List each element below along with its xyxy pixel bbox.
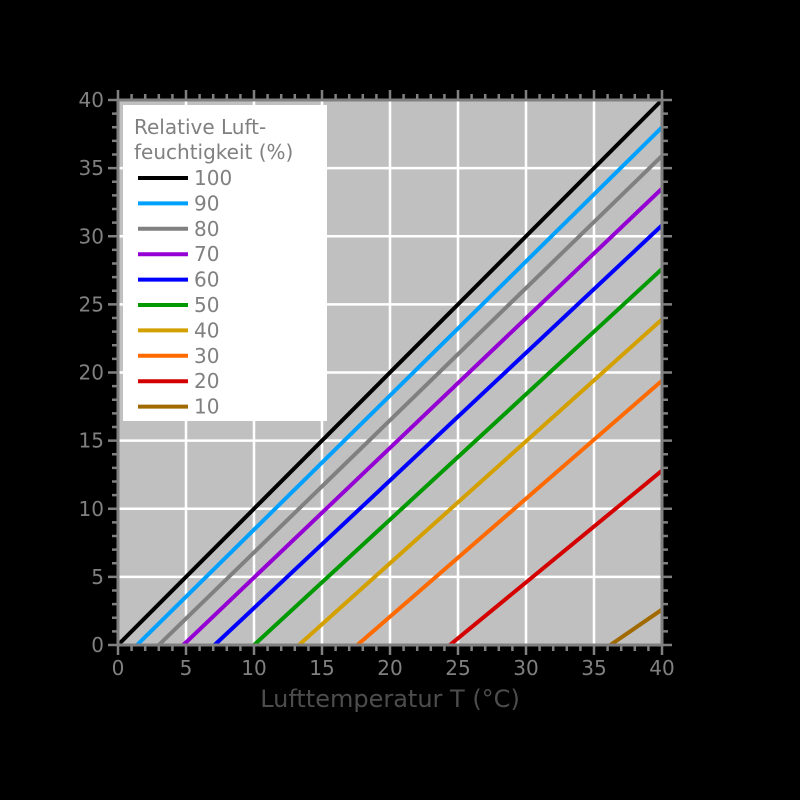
x-axis-title: Lufttemperatur T (°C)	[260, 685, 520, 713]
x-tick-label: 30	[513, 656, 538, 680]
x-tick-label: 25	[445, 656, 470, 680]
series-line-30	[356, 379, 664, 647]
series-line-80	[157, 154, 664, 647]
x-tick-label: 5	[180, 656, 193, 680]
series-line-60	[213, 223, 664, 647]
legend-title: feuchtigkeit (%)	[134, 140, 293, 164]
legend-label: 90	[194, 191, 219, 215]
series-line-100	[116, 98, 664, 647]
y-tick-label: 5	[91, 565, 104, 589]
series-line-70	[181, 187, 664, 647]
legend-label: 10	[194, 395, 219, 419]
legend-label: 70	[194, 242, 219, 266]
legend-label: 50	[194, 293, 219, 317]
x-axis-tick-labels: 0 5 10 15 20 25 30 35 40	[112, 656, 675, 680]
x-tick-label: 10	[241, 656, 266, 680]
series-line-50	[252, 267, 664, 647]
series-line-20	[448, 469, 664, 647]
series-line-10	[609, 607, 664, 647]
x-tick-label: 0	[112, 656, 125, 680]
series-line-90	[135, 125, 664, 647]
legend-label: 100	[194, 166, 232, 190]
y-tick-label: 30	[79, 224, 104, 248]
legend-label: 40	[194, 318, 219, 342]
y-tick-label: 25	[79, 292, 104, 316]
legend-label: 30	[194, 344, 219, 368]
legend: Relative Luft-feuchtigkeit (%)1009080706…	[123, 105, 327, 421]
y-tick-label: 0	[91, 633, 104, 657]
y-tick-label: 35	[79, 156, 104, 180]
legend-label: 80	[194, 217, 219, 241]
y-axis-tick-labels: 0 5 10 15 20 25 30 35 40	[79, 88, 104, 657]
x-tick-label: 15	[309, 656, 334, 680]
data-series	[116, 98, 664, 647]
y-tick-label: 20	[79, 361, 104, 385]
axis-ticks	[108, 90, 672, 655]
legend-label: 20	[194, 369, 219, 393]
x-tick-label: 35	[581, 656, 606, 680]
y-tick-label: 15	[79, 429, 104, 453]
legend-box	[123, 105, 327, 421]
legend-title: Relative Luft-	[134, 115, 266, 139]
x-tick-label: 20	[377, 656, 402, 680]
x-tick-label: 40	[649, 656, 674, 680]
y-tick-label: 40	[79, 88, 104, 112]
y-tick-label: 10	[79, 497, 104, 521]
legend-label: 60	[194, 268, 219, 292]
series-line-40	[297, 317, 664, 647]
